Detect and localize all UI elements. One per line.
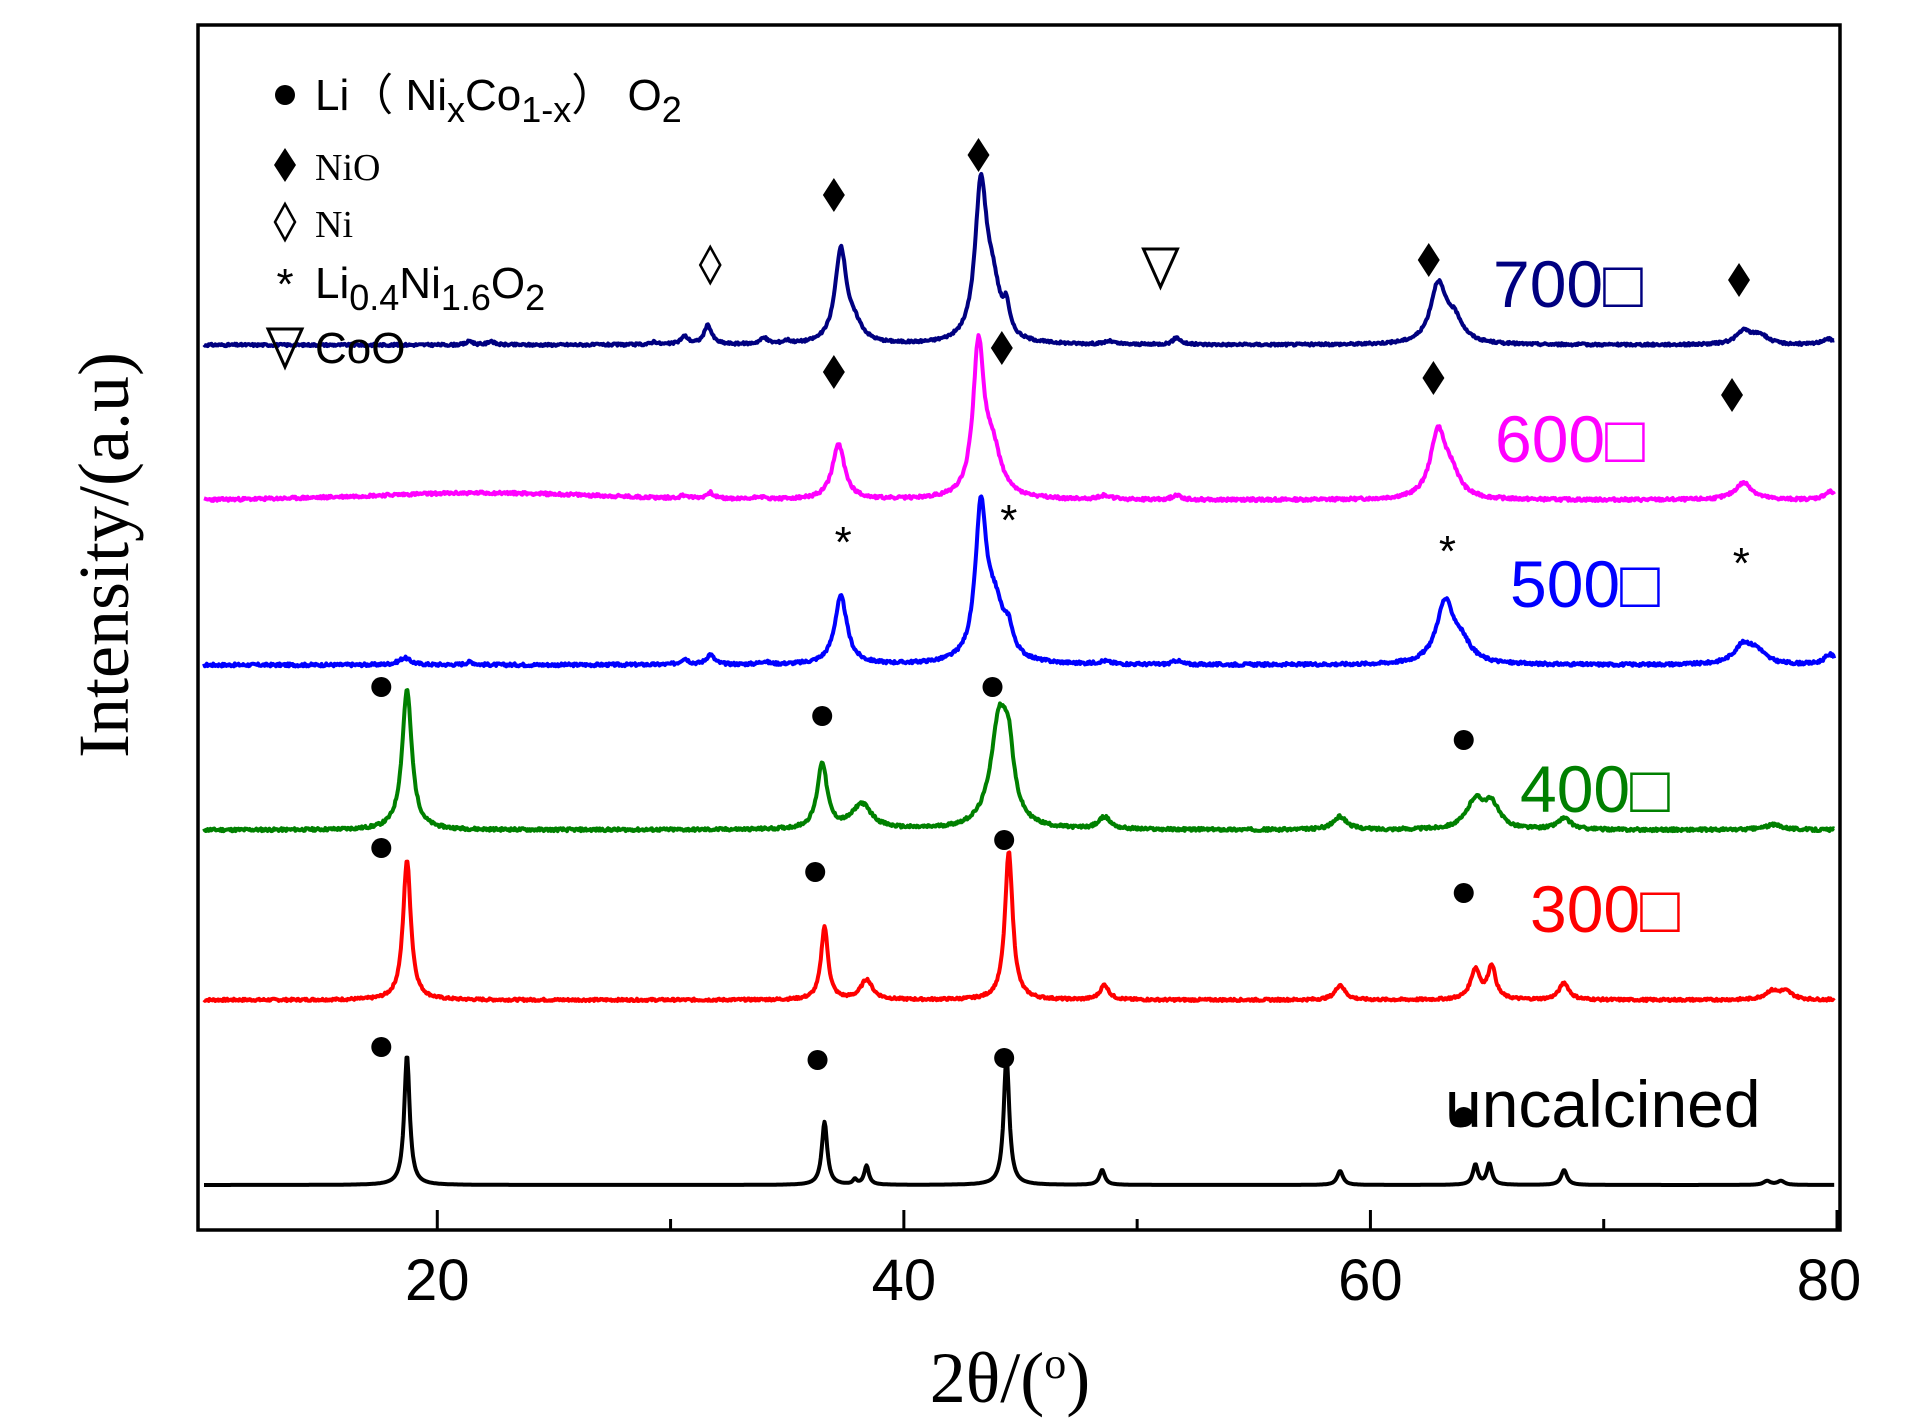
- legend-label-1: NiO: [315, 147, 380, 189]
- legend-symbol-3: *: [276, 260, 293, 309]
- legend-symbol-1: [274, 148, 296, 182]
- marker-uncalcined-2: [994, 1048, 1015, 1068]
- marker-uncalcined-3: [1453, 1107, 1474, 1127]
- marker-500-2: *: [1439, 527, 1456, 576]
- series-line-600: [202, 333, 1836, 504]
- x-tick-label: 20: [405, 1248, 470, 1313]
- x-axis-label: 2θ/(o): [930, 1338, 1090, 1418]
- legend-symbol-2: [273, 201, 297, 243]
- series-label-500: 500□: [1510, 547, 1660, 621]
- marker-700-5: [1728, 263, 1751, 297]
- x-axis-ticks: 20 40 60 80: [405, 1210, 1861, 1313]
- marker-300-1: [805, 862, 826, 882]
- legend-symbol-4: [265, 327, 305, 371]
- series-traces: [202, 171, 1837, 1187]
- y-axis-label: Intensity/(a.u): [64, 352, 144, 758]
- marker-700-1: [967, 138, 990, 172]
- marker-700-3: [1141, 247, 1180, 291]
- legend: Li（ NixCo1-x） O2 NiO Ni * Li0.4Ni1.6O2 CoO: [265, 71, 682, 373]
- marker-500-0: *: [835, 518, 852, 567]
- marker-400-0: [371, 677, 392, 697]
- legend-symbol-0: [275, 85, 295, 105]
- marker-700-2: [698, 244, 722, 286]
- marker-400-3: [1453, 730, 1474, 750]
- series-label-600: 600□: [1495, 402, 1645, 476]
- marker-uncalcined-0: [371, 1037, 392, 1057]
- marker-400-1: [812, 706, 833, 726]
- series-label-700: 700□: [1493, 247, 1643, 321]
- series-line-400: [202, 688, 1836, 834]
- marker-300-3: [1453, 883, 1474, 903]
- x-tick-label: 80: [1797, 1248, 1862, 1313]
- x-tick-label: 60: [1338, 1248, 1403, 1313]
- marker-600-0: [822, 355, 845, 389]
- series-line-500: [202, 494, 1837, 669]
- series-labels: uncalcined 300□ 400□ 500□ 600□ 700□: [1445, 247, 1761, 1141]
- marker-700-0: [822, 178, 845, 212]
- marker-400-2: [982, 677, 1003, 697]
- plot-frame: [196, 23, 1842, 1232]
- series-label-uncalcined: uncalcined: [1445, 1067, 1761, 1141]
- series-line-uncalcined: [202, 1052, 1836, 1187]
- marker-600-1: [990, 331, 1013, 365]
- legend-label-0: Li（ NixCo1-x） O2: [315, 71, 682, 130]
- series-label-400: 400□: [1520, 752, 1670, 826]
- marker-600-3: [1721, 378, 1744, 412]
- legend-label-3: Li0.4Ni1.6O2: [315, 259, 545, 318]
- marker-300-0: [371, 838, 392, 858]
- legend-label-4: CoO: [315, 324, 405, 373]
- marker-500-3: *: [1733, 539, 1750, 588]
- marker-500-1: *: [1000, 496, 1017, 545]
- marker-600-2: [1422, 361, 1445, 395]
- series-line-700: [202, 171, 1836, 349]
- marker-uncalcined-1: [807, 1050, 828, 1070]
- series-label-300: 300□: [1530, 872, 1680, 946]
- peak-markers: * * * *: [371, 138, 1751, 1127]
- x-tick-label: 40: [872, 1248, 937, 1313]
- series-line-300: [202, 850, 1836, 1003]
- marker-700-4: [1417, 243, 1440, 277]
- marker-300-2: [994, 830, 1015, 850]
- legend-label-2: Ni: [315, 204, 353, 246]
